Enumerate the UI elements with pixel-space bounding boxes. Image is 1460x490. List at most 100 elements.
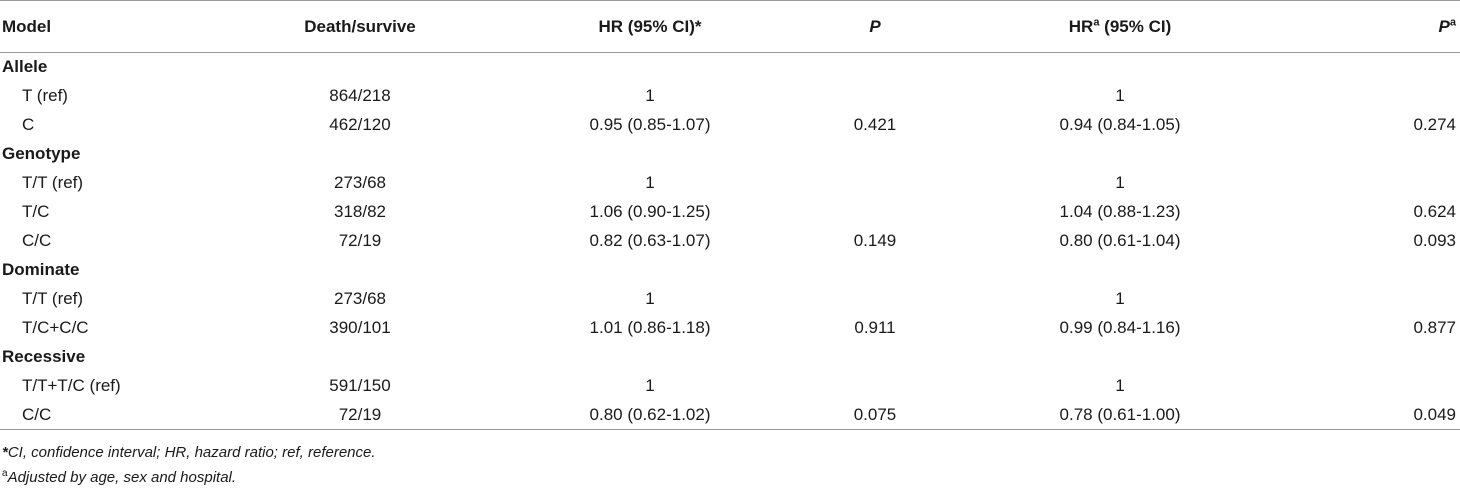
cell-hr-adjusted: 1 bbox=[1115, 86, 1125, 105]
cell-hr: 1 bbox=[645, 86, 655, 105]
cell-death-survive: 273/68 bbox=[334, 289, 386, 308]
table-row: T/T (ref) 273/68 1 1 bbox=[0, 169, 1460, 198]
empty-cell bbox=[780, 140, 970, 169]
empty-cell bbox=[520, 256, 780, 285]
cell-p: 0.421 bbox=[853, 115, 897, 134]
group-row: Recessive bbox=[0, 343, 1460, 372]
empty-cell bbox=[520, 53, 780, 82]
cell-hr: 1 bbox=[645, 289, 655, 308]
table-row: T/T+T/C (ref) 591/150 1 1 bbox=[0, 372, 1460, 401]
cell-hr-adjusted: 0.94 (0.84-1.05) bbox=[1059, 115, 1181, 134]
cell-p bbox=[780, 285, 970, 314]
cell-model: T/T (ref) bbox=[22, 289, 84, 308]
group-row: Dominate bbox=[0, 256, 1460, 285]
cell-hr-adjusted: 1 bbox=[1115, 289, 1125, 308]
cell-hr: 0.82 (0.63-1.07) bbox=[589, 231, 711, 250]
cell-p: 0.075 bbox=[780, 400, 970, 430]
empty-cell bbox=[1270, 140, 1460, 169]
empty-cell bbox=[1270, 53, 1460, 82]
cell-hr-adjusted: 0.78 (0.61-1.00) bbox=[970, 400, 1270, 430]
footnote-1-text: CI, confidence interval; HR, hazard rati… bbox=[7, 444, 376, 461]
cell-hr: 1 bbox=[645, 376, 655, 395]
cell-p: 0.149 bbox=[853, 231, 897, 250]
table-row: T/C 318/82 1.06 (0.90-1.25) 1.04 (0.88-1.23… bbox=[0, 198, 1460, 227]
footnote-2: aAdjusted by age, sex and hospital. bbox=[2, 465, 376, 490]
table-row: T/T (ref) 273/68 1 1 bbox=[0, 285, 1460, 314]
cell-model: T/T (ref) bbox=[22, 173, 84, 192]
group-row: Genotype bbox=[0, 140, 1460, 169]
footnote-2-marker: a bbox=[2, 468, 8, 479]
cell-hr: 1.06 (0.90-1.25) bbox=[589, 202, 711, 221]
table-row: C/C 72/19 0.82 (0.63-1.07) 0.149 0.80 (0.61-… bbox=[0, 227, 1460, 256]
group-label: Allele bbox=[2, 57, 48, 77]
cell-model: C/C bbox=[22, 231, 52, 250]
cell-hr: 0.95 (0.85-1.07) bbox=[589, 115, 711, 134]
cell-model: C/C bbox=[0, 400, 200, 430]
empty-cell bbox=[200, 256, 520, 285]
cell-hr-adjusted: 1.04 (0.88-1.23) bbox=[1059, 202, 1181, 221]
header-p-adjusted-base: P bbox=[1438, 16, 1450, 36]
empty-cell bbox=[970, 53, 1270, 82]
table-header: Model Death/survive HR (95% CI)* P HRa (… bbox=[0, 0, 1460, 53]
cell-hr: 1.01 (0.86-1.18) bbox=[589, 318, 711, 337]
empty-cell bbox=[780, 343, 970, 372]
empty-cell bbox=[200, 140, 520, 169]
cell-p-adjusted bbox=[1270, 169, 1460, 198]
cell-p-adjusted bbox=[1270, 82, 1460, 111]
cell-p bbox=[780, 198, 970, 227]
header-hr-adjusted: HRa (95% CI) bbox=[970, 0, 1270, 53]
group-label: Recessive bbox=[2, 347, 86, 366]
group-row: Allele bbox=[0, 53, 1460, 82]
cell-hr: 0.80 (0.62-1.02) bbox=[520, 400, 780, 430]
header-hr-adjusted-base: HR bbox=[1068, 16, 1094, 36]
cell-death-survive: 72/19 bbox=[338, 231, 382, 250]
cell-death-survive: 390/101 bbox=[329, 318, 391, 337]
cell-p-adjusted bbox=[1270, 372, 1460, 401]
cell-model: T/C+C/C bbox=[22, 318, 89, 337]
header-hr-adjusted-rest: (95% CI) bbox=[1099, 16, 1172, 36]
cell-hr-adjusted: 1 bbox=[1115, 376, 1125, 395]
cell-p: 0.911 bbox=[854, 318, 896, 337]
group-label: Genotype bbox=[2, 144, 81, 163]
header-hr: HR (95% CI)* bbox=[520, 0, 780, 53]
cell-hr: 1 bbox=[645, 173, 655, 192]
empty-cell bbox=[970, 256, 1270, 285]
cell-p-adjusted: 0.093 bbox=[1413, 231, 1456, 250]
header-row: Model Death/survive HR (95% CI)* P HRa (… bbox=[0, 0, 1460, 53]
header-model: Model bbox=[0, 0, 200, 53]
footnotes: *CI, confidence interval; HR, hazard rat… bbox=[2, 440, 376, 490]
cell-p bbox=[780, 372, 970, 401]
cell-hr-adjusted: 0.80 (0.61-1.04) bbox=[1059, 231, 1181, 250]
cell-p-adjusted: 0.877 bbox=[1413, 318, 1456, 337]
header-p: P bbox=[780, 0, 970, 53]
empty-cell bbox=[970, 140, 1270, 169]
cell-model: T (ref) bbox=[22, 86, 68, 105]
empty-cell bbox=[780, 53, 970, 82]
header-p-adjusted-sup: a bbox=[1449, 15, 1456, 28]
cell-death-survive: 591/150 bbox=[329, 376, 391, 395]
cell-p bbox=[780, 169, 970, 198]
header-p-adjusted: Pa bbox=[1270, 0, 1460, 53]
table-row: C/C 72/19 0.80 (0.62-1.02) 0.075 0.78 (0.61-… bbox=[0, 400, 1460, 430]
cell-hr-adjusted: 0.99 (0.84-1.16) bbox=[1059, 318, 1181, 337]
cell-p-adjusted: 0.624 bbox=[1413, 202, 1456, 221]
empty-cell bbox=[1270, 343, 1460, 372]
footnote-1-marker: * bbox=[2, 444, 8, 461]
empty-cell bbox=[780, 256, 970, 285]
cell-death-survive: 318/82 bbox=[334, 202, 386, 221]
empty-cell bbox=[1270, 256, 1460, 285]
cell-death-survive: 462/120 bbox=[329, 115, 391, 134]
cell-p-adjusted bbox=[1270, 285, 1460, 314]
cell-death-survive: 864/218 bbox=[329, 86, 391, 105]
header-hr-adjusted-sup: a bbox=[1093, 15, 1100, 28]
empty-cell bbox=[520, 140, 780, 169]
cell-death-survive: 72/19 bbox=[200, 400, 520, 430]
table-row: T/C+C/C 390/101 1.01 (0.86-1.18) 0.911 0.99 … bbox=[0, 314, 1460, 343]
cell-model: T/T+T/C (ref) bbox=[22, 376, 121, 395]
cell-p-adjusted: 0.274 bbox=[1413, 115, 1456, 134]
footnote-2-text: Adjusted by age, sex and hospital. bbox=[7, 469, 237, 486]
empty-cell bbox=[200, 53, 520, 82]
cell-p-adjusted: 0.049 bbox=[1270, 400, 1460, 430]
cell-p bbox=[780, 82, 970, 111]
